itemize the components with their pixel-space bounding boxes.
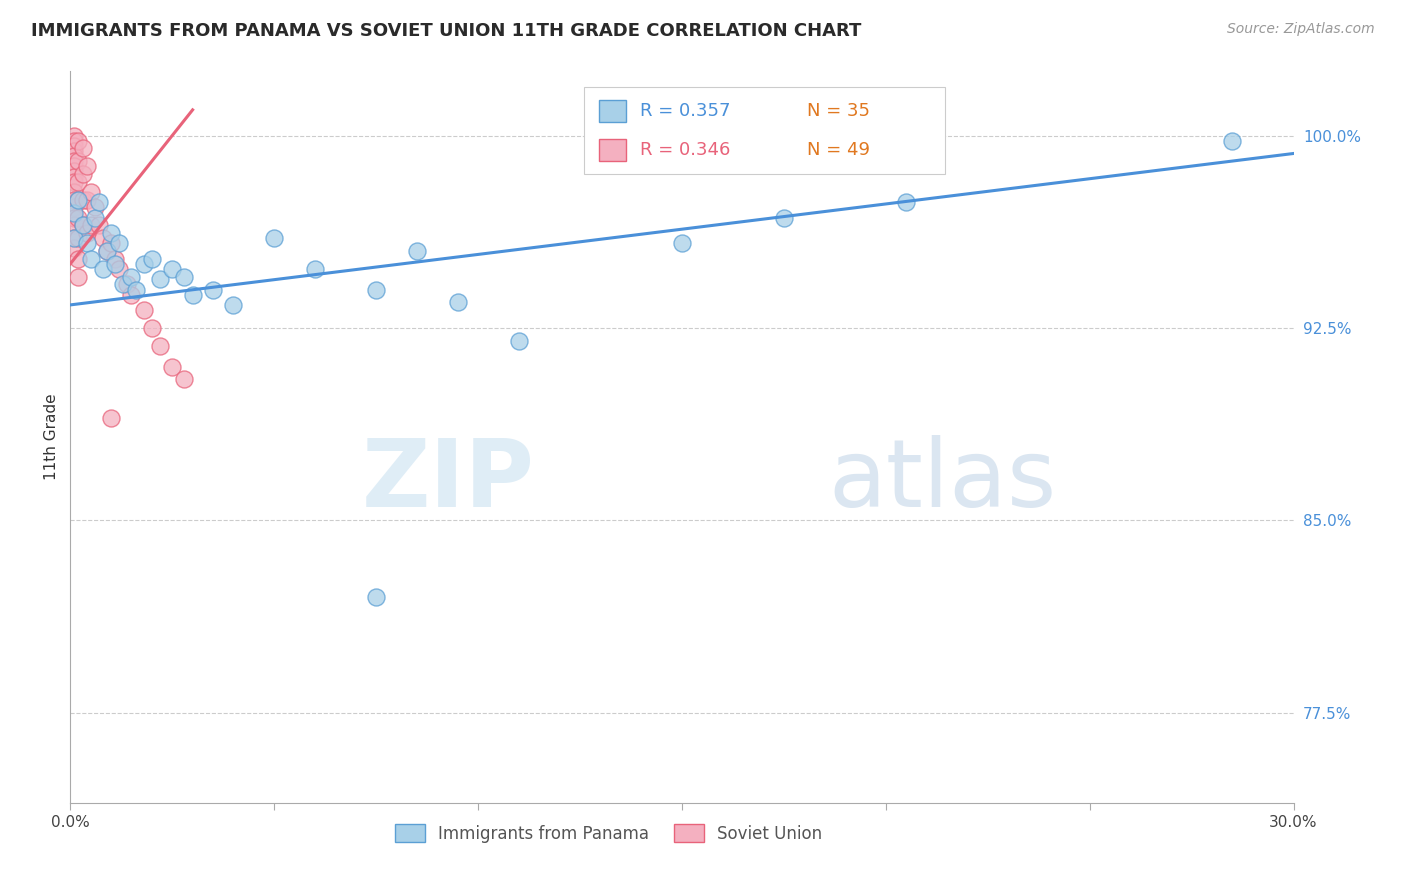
Point	[63, 185, 86, 199]
Text: ZIP: ZIP	[363, 435, 536, 527]
Point	[72, 193, 94, 207]
Point	[76, 236, 98, 251]
Point	[124, 283, 146, 297]
Point	[112, 277, 135, 292]
Point	[67, 175, 90, 189]
Point	[72, 219, 94, 233]
Point	[202, 283, 225, 297]
Point	[117, 277, 139, 292]
Point	[173, 269, 195, 284]
Point	[108, 236, 131, 251]
Point	[67, 269, 90, 284]
Point	[83, 200, 105, 214]
Text: N = 49: N = 49	[807, 142, 870, 160]
Text: Source: ZipAtlas.com: Source: ZipAtlas.com	[1227, 22, 1375, 37]
Point	[63, 242, 86, 256]
Point	[87, 219, 110, 233]
Point	[79, 185, 103, 199]
Point	[104, 252, 127, 266]
Point	[91, 262, 114, 277]
Point	[63, 219, 86, 233]
Point	[67, 193, 90, 207]
Point	[63, 144, 86, 158]
Text: R = 0.346: R = 0.346	[640, 142, 731, 160]
Point	[100, 410, 122, 425]
Point	[149, 339, 172, 353]
Point	[894, 195, 917, 210]
Point	[76, 159, 98, 173]
Point	[63, 193, 86, 207]
Point	[83, 211, 105, 225]
Text: R = 0.357: R = 0.357	[640, 102, 731, 120]
Point	[67, 211, 90, 225]
Point	[63, 231, 86, 245]
Point	[121, 269, 143, 284]
Point	[79, 252, 103, 266]
Point	[63, 211, 86, 225]
Point	[63, 205, 86, 219]
Point	[63, 149, 86, 163]
Point	[67, 154, 90, 169]
Point	[63, 164, 86, 178]
Point	[76, 226, 98, 240]
Point	[63, 138, 86, 153]
Bar	[599, 139, 626, 161]
Point	[72, 141, 94, 155]
Point	[132, 257, 155, 271]
Point	[181, 287, 204, 301]
Point	[63, 169, 86, 184]
FancyBboxPatch shape	[583, 87, 945, 174]
Legend: Immigrants from Panama, Soviet Union: Immigrants from Panama, Soviet Union	[388, 818, 830, 849]
Point	[96, 244, 118, 258]
Text: IMMIGRANTS FROM PANAMA VS SOVIET UNION 11TH GRADE CORRELATION CHART: IMMIGRANTS FROM PANAMA VS SOVIET UNION 1…	[31, 22, 862, 40]
Bar	[599, 100, 626, 121]
Point	[222, 298, 245, 312]
Point	[263, 231, 285, 245]
Point	[162, 359, 183, 374]
Point	[671, 236, 693, 251]
Point	[366, 591, 388, 605]
Point	[104, 257, 127, 271]
Point	[67, 231, 90, 245]
Point	[121, 287, 143, 301]
Point	[63, 154, 86, 169]
Point	[96, 244, 118, 258]
Point	[67, 193, 90, 207]
Point	[406, 244, 429, 258]
Point	[63, 159, 86, 173]
Point	[162, 262, 183, 277]
Point	[173, 372, 195, 386]
Point	[72, 219, 94, 233]
Point	[100, 226, 122, 240]
Point	[366, 283, 388, 297]
Point	[63, 128, 86, 143]
Point	[63, 134, 86, 148]
Point	[108, 262, 131, 277]
Point	[67, 252, 90, 266]
Point	[773, 211, 796, 225]
Point	[63, 200, 86, 214]
Text: atlas: atlas	[828, 435, 1057, 527]
Point	[508, 334, 530, 348]
Point	[141, 252, 163, 266]
Point	[149, 272, 172, 286]
Point	[76, 193, 98, 207]
Point	[447, 295, 470, 310]
Point	[132, 303, 155, 318]
Text: N = 35: N = 35	[807, 102, 870, 120]
Y-axis label: 11th Grade: 11th Grade	[44, 393, 59, 481]
Point	[63, 231, 86, 245]
Point	[67, 134, 90, 148]
Point	[100, 236, 122, 251]
Point	[1220, 134, 1243, 148]
Point	[79, 219, 103, 233]
Point	[91, 231, 114, 245]
Point	[72, 167, 94, 181]
Point	[87, 195, 110, 210]
Point	[63, 175, 86, 189]
Point	[141, 321, 163, 335]
Point	[304, 262, 326, 277]
